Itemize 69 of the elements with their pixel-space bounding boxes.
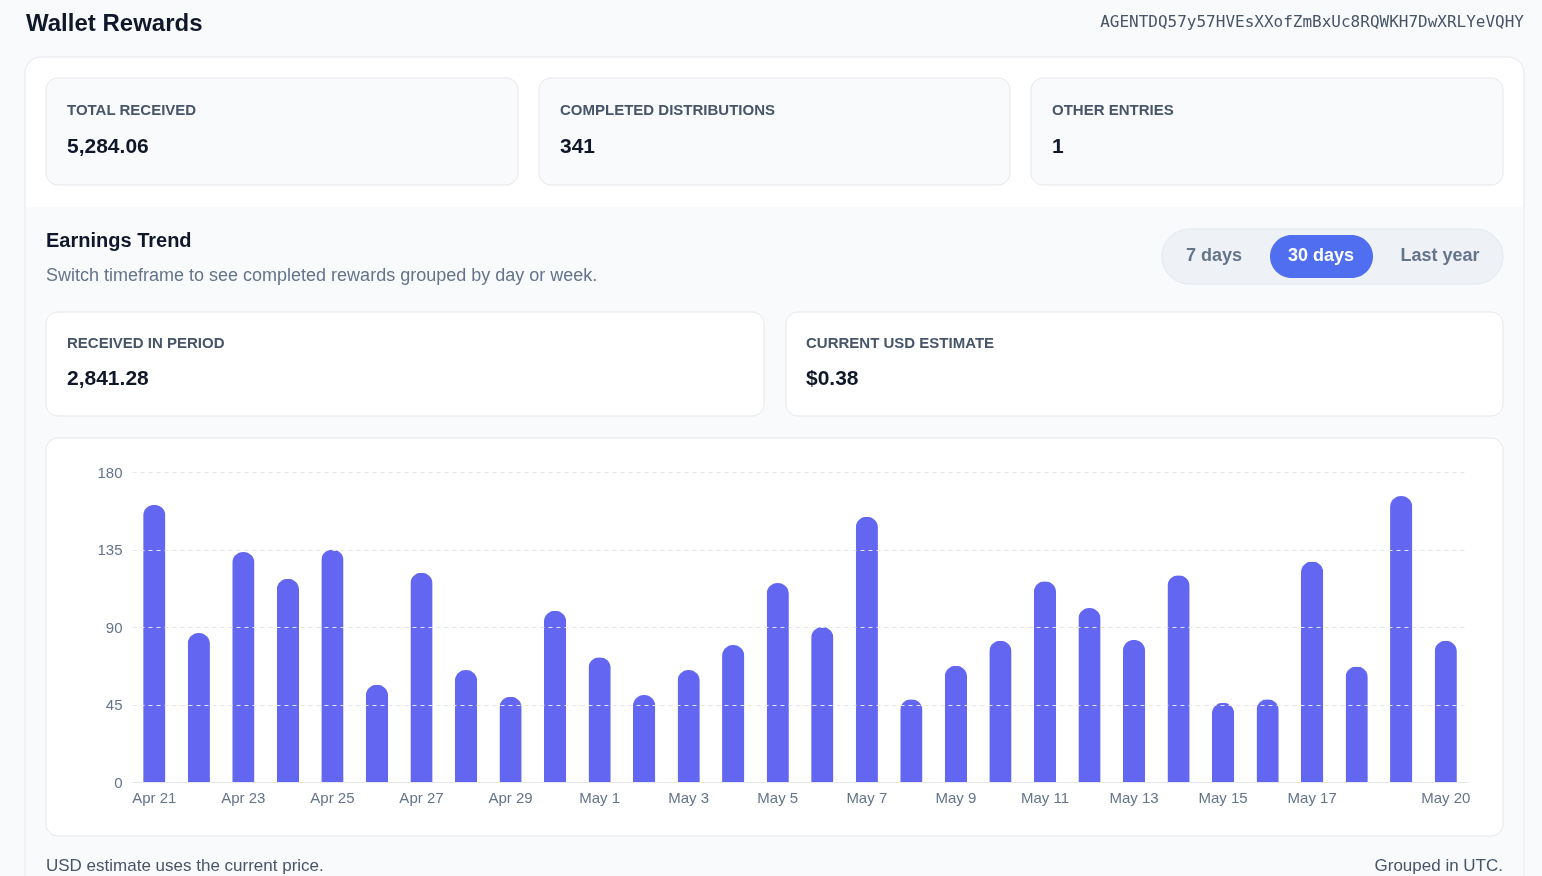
bar [1211,702,1235,782]
x-tick-label: May 1 [579,788,621,806]
bar [588,657,611,782]
text: $0.38 [806,366,859,389]
bar [1345,666,1368,782]
y-tick-label: 0 [114,773,123,791]
bar [454,670,478,782]
text: 30 days [1287,245,1355,265]
bar [811,627,834,782]
bar [1167,575,1190,782]
text: TOTAL RECEIVED [67,101,197,118]
bar [766,583,789,782]
bar [410,572,433,782]
x-tick-label: Apr 23 [221,788,266,806]
bar [187,633,210,782]
y-tick-label: 45 [105,696,123,713]
x-tick-label: May 20 [1421,788,1471,806]
x-tick-label: Apr 27 [399,788,444,806]
text: 341 [560,134,596,157]
bar [543,610,567,782]
text: AGENTDQ57y57HVEsXXofZmBxUc8RQWKH7DwXRLYeVQHY [1100,12,1525,31]
x-tick-label: May 13 [1109,788,1159,806]
text: 7 days [1185,245,1243,265]
y-tick-label: 90 [105,618,123,636]
bar [1078,608,1101,782]
text: OTHER ENTRIES [1052,101,1174,118]
y-tick-label: 180 [97,463,123,481]
x-tick-label: Apr 25 [310,788,355,806]
bar [1122,639,1146,782]
chart-title: Wallet Rewards [26,9,203,36]
text: 2,841.28 [67,366,150,389]
text: RECEIVED IN PERIOD [67,334,225,351]
bar [1033,581,1057,782]
bar [677,670,700,782]
x-tick-label: Apr 21 [132,788,177,806]
text: USD estimate uses the current price. [46,856,324,875]
y-tick-label: 135 [97,541,123,558]
text: Switch timeframe to see completed rewards grouped by day or week. [46,265,598,285]
text: CURRENT USD ESTIMATE [806,334,995,351]
bar [633,695,656,782]
x-tick-label: May 3 [668,788,710,806]
bar [900,699,923,782]
bar [1434,640,1457,782]
bar [276,578,299,782]
bar [855,516,878,782]
x-tick-label: Apr 29 [488,788,533,806]
bar [1256,699,1279,782]
bar [1301,561,1324,782]
text: Last year [1400,245,1480,265]
bar [499,696,522,782]
bar [232,552,255,782]
x-tick-label: May 15 [1198,788,1248,806]
text: 5,284.06 [67,134,149,157]
x-tick-label: May 7 [846,788,888,806]
x-tick-label: May 11 [1020,788,1069,806]
bar [321,549,344,782]
text: 1 [1052,134,1064,157]
bar [143,504,166,782]
text: Grouped in UTC. [1374,856,1503,875]
bar [365,684,389,782]
x-tick-label: May 5 [757,788,799,806]
bar [1390,496,1413,782]
text: COMPLETED DISTRIBUTIONS [560,101,776,118]
chart-subtitle: Earnings Trend [46,229,192,251]
bar [944,665,967,782]
bar [722,645,745,782]
x-tick-label: May 17 [1287,788,1337,806]
x-tick-label: May 9 [935,788,977,806]
bar [989,640,1012,782]
